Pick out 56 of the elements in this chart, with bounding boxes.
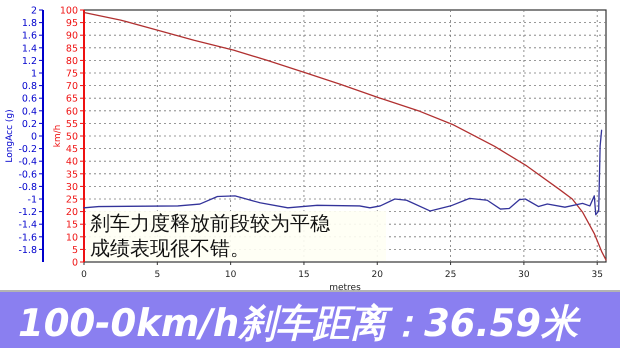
- y-tick-label: -1.6: [18, 232, 37, 244]
- y2-tick-label: 35: [66, 169, 78, 180]
- y2-tick-label: 90: [66, 30, 78, 42]
- y-tick-label: 1: [30, 68, 37, 80]
- y-tick-label: -0.8: [18, 182, 37, 193]
- x-tick-label: 25: [444, 270, 456, 280]
- y-tick-label: 0: [30, 132, 37, 142]
- y2-tick-label: 5: [72, 244, 78, 256]
- x-tick-label: 10: [224, 270, 237, 280]
- x-tick-label: 35: [591, 270, 603, 280]
- y-tick-label: 1.2: [22, 56, 37, 67]
- y-tick-label: -1.4: [18, 220, 37, 231]
- y-tick-label: -1.2: [18, 207, 37, 218]
- y2-tick-label: 0: [72, 258, 78, 268]
- annotation: 成绩表现很不错。: [90, 236, 250, 260]
- annotation: 刹车力度释放前段较为平稳: [90, 211, 330, 235]
- y2-tick-label: 10: [66, 232, 78, 244]
- y-tick-label: -0.2: [18, 144, 37, 156]
- text: 100-0km/h刹车距离：36.59米: [18, 301, 594, 345]
- y2-tick-label: 45: [66, 144, 78, 156]
- x-tick-label: 5: [154, 270, 160, 280]
- y-tick-label: 0.4: [22, 106, 37, 118]
- y-tick-label: -1: [28, 194, 37, 206]
- y2-tick-label: 95: [66, 18, 78, 30]
- y2-tick-label: 80: [66, 56, 78, 67]
- y-tick-label: 1.4: [22, 43, 37, 54]
- x-tick-label: 20: [372, 270, 384, 280]
- y2-tick-label: 65: [66, 94, 78, 105]
- y2-tick-label: 55: [66, 118, 78, 130]
- line-series: [83, 12, 607, 261]
- x-axis-title: metres: [329, 283, 362, 293]
- y2-tick-label: 60: [66, 106, 78, 118]
- y-axis-title: LongAcc (g): [5, 109, 15, 163]
- y-tick-label: -0.4: [18, 156, 37, 168]
- x-tick-label: 0: [81, 270, 88, 280]
- y2-axis-title: km/h: [53, 124, 63, 148]
- y-tick-label: 2: [30, 6, 37, 16]
- x-tick-label: 30: [518, 270, 530, 280]
- y2-tick-label: 50: [66, 132, 78, 142]
- x-tick-label: 15: [298, 270, 310, 280]
- y-tick-label: 1.6: [22, 30, 37, 42]
- y2-tick-label: 30: [66, 182, 78, 193]
- y2-tick-label: 20: [66, 207, 78, 218]
- y-tick-label: 0.8: [22, 81, 37, 92]
- y-tick-label: 0.6: [22, 94, 37, 105]
- y-tick-label: -1.8: [18, 244, 37, 256]
- y-tick-label: 1.8: [22, 18, 37, 30]
- y-tick-label: -0.6: [18, 169, 37, 180]
- y-tick-label: 0.2: [22, 118, 37, 130]
- y2-tick-label: 100: [60, 6, 78, 16]
- y2-tick-label: 70: [66, 81, 78, 92]
- y2-tick-label: 15: [66, 220, 78, 231]
- y2-tick-label: 85: [66, 43, 78, 54]
- y2-tick-label: 75: [66, 68, 78, 80]
- y2-tick-label: 40: [66, 156, 78, 168]
- y2-tick-label: 25: [66, 194, 78, 206]
